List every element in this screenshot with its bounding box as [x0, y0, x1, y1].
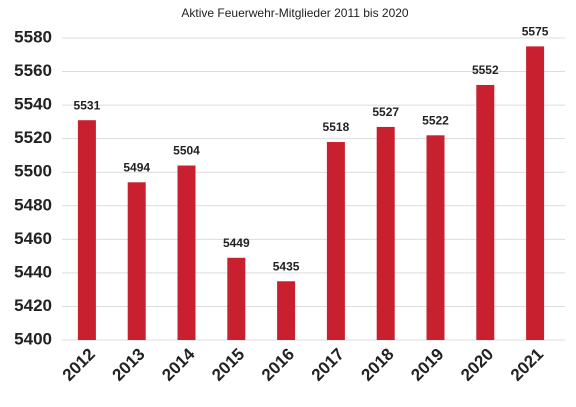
bar [127, 182, 146, 340]
bar [227, 257, 246, 340]
y-tick-label: 5480 [14, 195, 52, 214]
bar [426, 135, 445, 340]
y-tick-label: 5460 [14, 229, 52, 248]
value-label: 5527 [372, 105, 399, 119]
x-tick-label: 2012 [59, 345, 99, 385]
value-label: 5504 [173, 144, 200, 158]
y-tick-label: 5500 [14, 162, 52, 181]
bar [476, 84, 495, 340]
value-label: 5522 [422, 113, 449, 127]
bar [376, 126, 395, 340]
y-tick-label: 5400 [14, 329, 52, 348]
bar [326, 142, 345, 340]
value-label: 5531 [74, 98, 101, 112]
x-tick-label: 2017 [308, 345, 348, 385]
value-label: 5552 [472, 63, 499, 77]
x-tick-label: 2018 [358, 345, 398, 385]
value-label: 5518 [323, 120, 350, 134]
y-tick-label: 5520 [14, 128, 52, 147]
bar [77, 120, 96, 340]
value-label: 5575 [522, 25, 549, 39]
x-tick-label: 2015 [208, 345, 248, 385]
x-tick-label: 2020 [457, 345, 497, 385]
x-tick-label: 2019 [407, 345, 447, 385]
value-label: 5435 [273, 259, 300, 273]
y-tick-label: 5540 [14, 95, 52, 114]
bar [177, 165, 196, 340]
y-tick-label: 5420 [14, 296, 52, 315]
value-label: 5494 [123, 160, 150, 174]
bar [277, 281, 296, 340]
x-tick-label: 2016 [258, 345, 298, 385]
y-tick-label: 5560 [14, 61, 52, 80]
x-tick-label: 2013 [109, 345, 149, 385]
bar [526, 46, 545, 341]
y-tick-label: 5580 [14, 27, 52, 46]
y-tick-label: 5440 [14, 262, 52, 281]
chart-title: Aktive Feuerwehr-Mitglieder 2011 bis 202… [181, 6, 409, 20]
x-tick-label: 2021 [507, 345, 547, 385]
x-tick-label: 2014 [158, 344, 199, 385]
value-label: 5449 [223, 236, 250, 250]
